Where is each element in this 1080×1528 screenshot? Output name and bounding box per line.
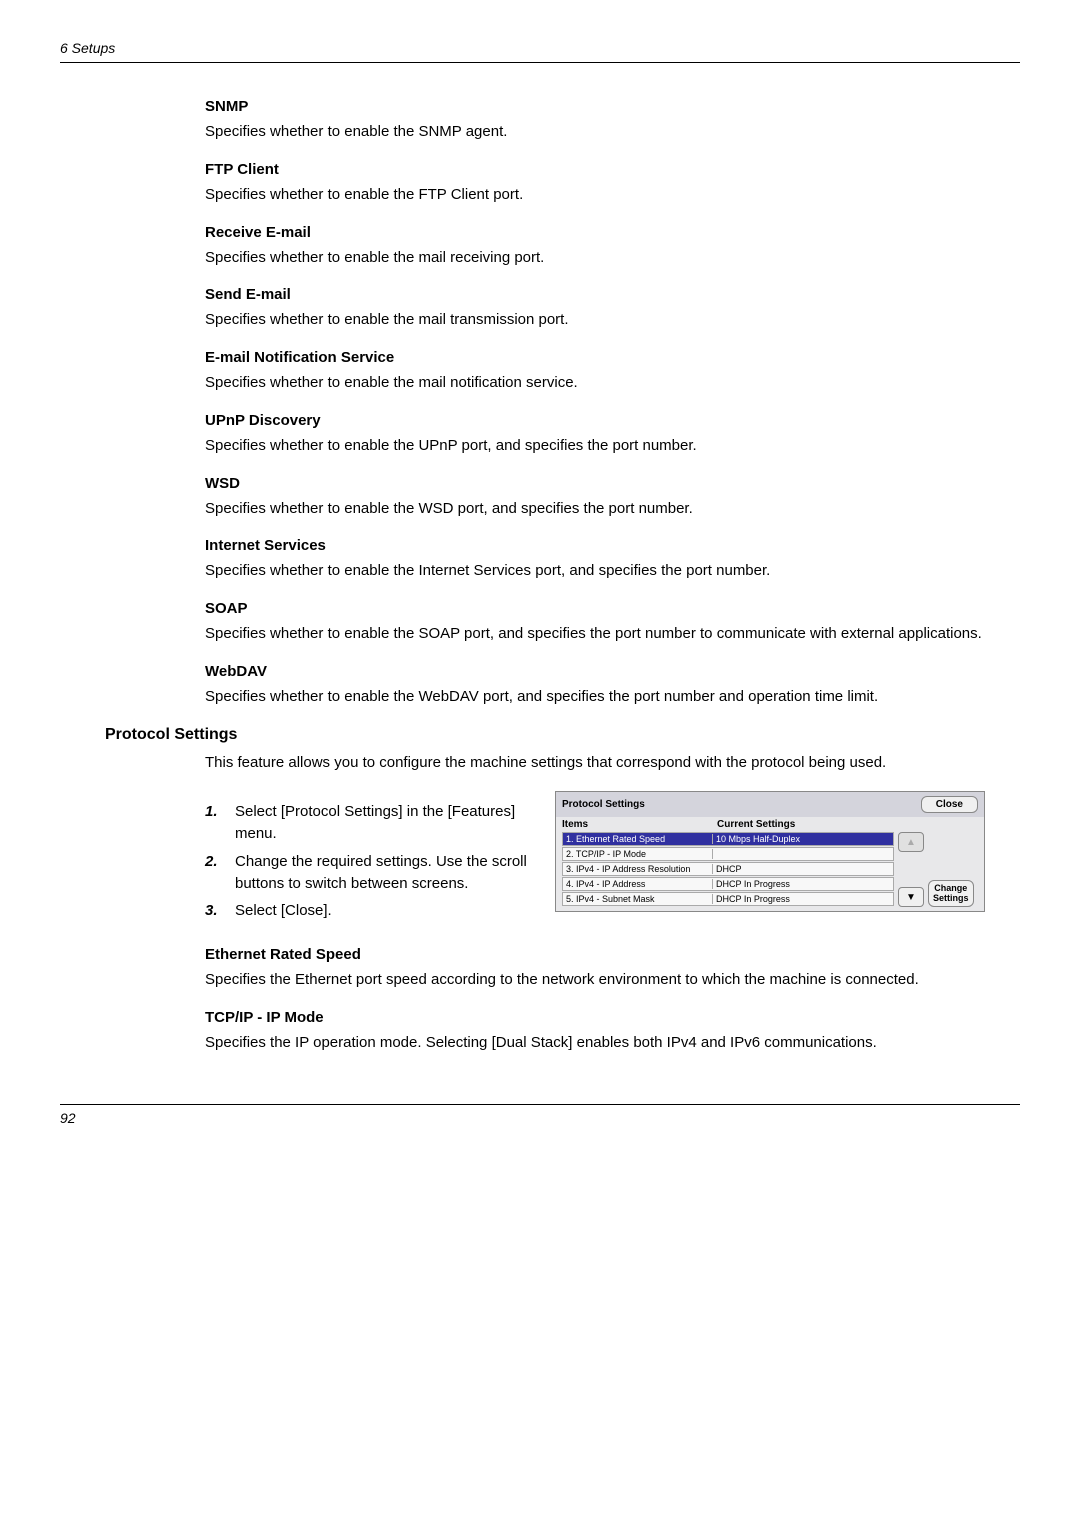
row-value: DHCP — [713, 864, 893, 874]
section-text: Specifies whether to enable the SNMP age… — [205, 121, 1020, 143]
items-column-header: Items — [562, 819, 717, 830]
change-label-line2: Settings — [933, 893, 969, 903]
section-receive-email: Receive E-mail Specifies whether to enab… — [205, 224, 1020, 269]
section-title: TCP/IP - IP Mode — [205, 1009, 1020, 1026]
close-button[interactable]: Close — [921, 796, 978, 813]
section-text: Specifies the Ethernet port speed accord… — [205, 969, 1020, 991]
table-row[interactable]: 3. IPv4 - IP Address Resolution DHCP — [562, 862, 894, 876]
section-email-notification: E-mail Notification Service Specifies wh… — [205, 349, 1020, 394]
section-text: Specifies whether to enable the Internet… — [205, 560, 1020, 582]
row-value: DHCP In Progress — [713, 894, 893, 904]
screenshot-title: Protocol Settings — [562, 799, 645, 810]
step-number: 2. — [205, 851, 223, 895]
row-label: 1. Ethernet Rated Speed — [563, 834, 713, 844]
row-label: 3. IPv4 - IP Address Resolution — [563, 864, 713, 874]
section-ethernet-speed: Ethernet Rated Speed Specifies the Ether… — [205, 946, 1020, 991]
section-text: Specifies whether to enable the FTP Clie… — [205, 184, 1020, 206]
step-3: 3. Select [Close]. — [205, 900, 535, 922]
section-text: Specifies whether to enable the SOAP por… — [205, 623, 1020, 645]
protocol-intro-text: This feature allows you to configure the… — [205, 752, 1020, 774]
table-row[interactable]: 5. IPv4 - Subnet Mask DHCP In Progress — [562, 892, 894, 906]
row-label: 4. IPv4 - IP Address — [563, 879, 713, 889]
section-soap: SOAP Specifies whether to enable the SOA… — [205, 600, 1020, 645]
scroll-up-button[interactable]: ▲ — [898, 832, 924, 852]
section-text: Specifies whether to enable the UPnP por… — [205, 435, 1020, 457]
step-2: 2. Change the required settings. Use the… — [205, 851, 535, 895]
step-number: 1. — [205, 801, 223, 845]
protocol-intro: This feature allows you to configure the… — [205, 752, 1020, 774]
chapter-label: 6 Setups — [60, 40, 115, 56]
section-title: FTP Client — [205, 161, 1020, 178]
change-label-line1: Change — [934, 883, 967, 893]
section-text: Specifies the IP operation mode. Selecti… — [205, 1032, 1020, 1054]
row-label: 5. IPv4 - Subnet Mask — [563, 894, 713, 904]
section-title: SOAP — [205, 600, 1020, 617]
settings-column-header: Current Settings — [717, 819, 978, 830]
section-snmp: SNMP Specifies whether to enable the SNM… — [205, 98, 1020, 143]
step-text: Select [Protocol Settings] in the [Featu… — [235, 801, 535, 845]
protocol-settings-screenshot: Protocol Settings Close Items Current Se… — [555, 791, 985, 912]
section-send-email: Send E-mail Specifies whether to enable … — [205, 286, 1020, 331]
section-text: Specifies whether to enable the mail rec… — [205, 247, 1020, 269]
section-title: E-mail Notification Service — [205, 349, 1020, 366]
section-internet-services: Internet Services Specifies whether to e… — [205, 537, 1020, 582]
screenshot-column-headers: Items Current Settings — [556, 817, 984, 832]
section-title: Send E-mail — [205, 286, 1020, 303]
section-text: Specifies whether to enable the WebDAV p… — [205, 686, 1020, 708]
step-1: 1. Select [Protocol Settings] in the [Fe… — [205, 801, 535, 845]
section-title: WebDAV — [205, 663, 1020, 680]
section-wsd: WSD Specifies whether to enable the WSD … — [205, 475, 1020, 520]
section-text: Specifies whether to enable the mail tra… — [205, 309, 1020, 331]
protocol-settings-heading: Protocol Settings — [105, 726, 1020, 744]
step-text: Change the required settings. Use the sc… — [235, 851, 535, 895]
section-title: Ethernet Rated Speed — [205, 946, 1020, 963]
screenshot-header: Protocol Settings Close — [556, 792, 984, 817]
page-number: 92 — [60, 1110, 76, 1126]
section-title: SNMP — [205, 98, 1020, 115]
row-value: DHCP In Progress — [713, 879, 893, 889]
page-header: 6 Setups — [60, 40, 1020, 63]
row-value: 10 Mbps Half-Duplex — [713, 834, 893, 844]
step-text: Select [Close]. — [235, 900, 332, 922]
steps-list: 1. Select [Protocol Settings] in the [Fe… — [205, 801, 535, 928]
screenshot-body: 1. Ethernet Rated Speed 10 Mbps Half-Dup… — [556, 832, 984, 911]
section-title: Internet Services — [205, 537, 1020, 554]
row-label: 2. TCP/IP - IP Mode — [563, 849, 713, 859]
table-row[interactable]: 1. Ethernet Rated Speed 10 Mbps Half-Dup… — [562, 832, 894, 846]
section-text: Specifies whether to enable the mail not… — [205, 372, 1020, 394]
screenshot-side-controls: ▲ ▼ Change Settings — [898, 832, 978, 907]
section-title: UPnP Discovery — [205, 412, 1020, 429]
change-settings-button[interactable]: Change Settings — [928, 880, 974, 908]
section-title: Receive E-mail — [205, 224, 1020, 241]
table-row[interactable]: 2. TCP/IP - IP Mode — [562, 847, 894, 861]
table-row[interactable]: 4. IPv4 - IP Address DHCP In Progress — [562, 877, 894, 891]
page-footer: 92 — [60, 1104, 1020, 1126]
section-title: WSD — [205, 475, 1020, 492]
settings-rows: 1. Ethernet Rated Speed 10 Mbps Half-Dup… — [562, 832, 894, 907]
step-number: 3. — [205, 900, 223, 922]
section-webdav: WebDAV Specifies whether to enable the W… — [205, 663, 1020, 708]
scroll-down-button[interactable]: ▼ — [898, 887, 924, 907]
section-upnp: UPnP Discovery Specifies whether to enab… — [205, 412, 1020, 457]
section-ftp-client: FTP Client Specifies whether to enable t… — [205, 161, 1020, 206]
section-tcpip-mode: TCP/IP - IP Mode Specifies the IP operat… — [205, 1009, 1020, 1054]
section-text: Specifies whether to enable the WSD port… — [205, 498, 1020, 520]
